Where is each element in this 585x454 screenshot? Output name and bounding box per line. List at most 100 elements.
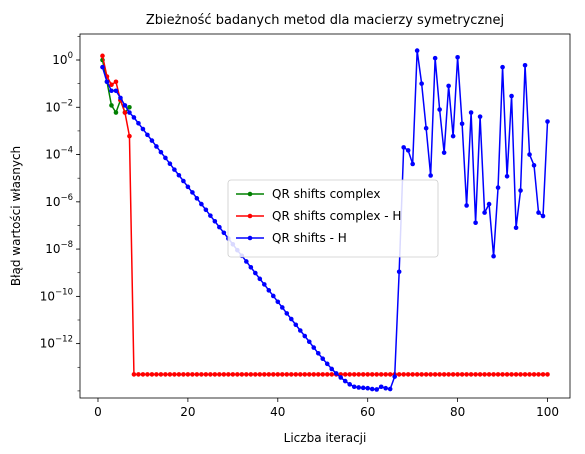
data-point [365,372,371,377]
data-point [432,55,438,61]
x-tick-label: 0 [94,405,102,419]
data-point [387,386,393,392]
data-point [432,372,438,377]
data-point [504,372,510,377]
data-point [253,372,258,377]
data-point [154,144,159,149]
data-point [441,372,447,377]
data-point [185,184,191,190]
series-2 [100,53,550,377]
legend-swatch-marker [247,213,253,219]
y-tick-label: 10−12 [40,335,73,351]
data-point [446,372,451,377]
data-point [284,372,290,377]
legend-entry: QR shifts complex [236,187,380,201]
data-point [369,372,375,377]
data-point [419,81,424,86]
data-point [145,132,150,138]
x-axis-ticks: 0 20 40 60 80 100 [94,398,559,419]
data-point [203,207,209,213]
data-point [208,372,213,377]
data-point [396,372,402,377]
data-point [167,161,173,166]
data-point [410,161,415,167]
data-point [113,110,119,115]
data-point [194,372,200,377]
data-point [522,372,528,377]
data-point [235,372,240,377]
data-point [405,372,411,377]
data-point [284,311,290,316]
data-point [167,372,173,377]
data-point [293,322,299,328]
data-point [158,149,164,155]
data-point [140,126,146,132]
data-point [199,201,204,207]
data-point [230,372,236,377]
legend-label: QR shifts complex - H [272,209,401,223]
data-point [365,385,371,391]
data-point [149,138,155,143]
data-point [392,374,397,379]
data-point [100,53,105,59]
data-point [545,372,550,377]
data-point [127,133,132,139]
data-point [190,372,195,377]
data-point [244,372,249,377]
data-point [374,387,380,392]
data-point [437,107,442,112]
y-tick-base: 10 [45,242,60,256]
data-point [414,48,420,53]
data-point [279,372,285,377]
data-point [477,372,483,377]
data-point [113,79,119,85]
legend-swatch-marker [247,191,253,197]
data-point [203,372,209,377]
data-point [495,185,501,190]
chart-title: Zbieżność badanych metod dla macierzy sy… [146,13,504,28]
data-point [414,372,420,377]
data-point [360,372,366,377]
y-tick-exponent: −12 [55,335,73,345]
data-point [545,119,550,124]
data-point [262,372,267,377]
legend: QR shifts complex QR shifts complex - H QR… [227,179,439,258]
data-point [248,372,254,377]
data-point [383,385,388,391]
data-point [495,372,501,377]
y-tick-label: 10−2 [45,98,73,114]
data-point [347,382,353,387]
data-point [217,224,222,230]
data-point [293,372,299,377]
data-point [279,305,285,310]
data-point [531,372,537,377]
data-point [401,372,406,377]
data-point [145,372,150,377]
data-point [338,375,344,380]
data-point [486,372,492,377]
data-point [518,372,523,377]
data-point [423,372,429,377]
data-point [428,372,433,377]
data-point [401,145,406,150]
data-point [154,372,159,377]
data-point [527,372,532,377]
data-point [477,114,483,119]
legend-entry: QR shifts - H [236,231,347,245]
data-point [311,345,317,350]
data-point [405,148,411,153]
data-point [149,372,155,377]
data-point [122,103,128,108]
data-point [109,103,114,108]
legend-label: QR shifts - H [272,231,347,245]
data-point [333,371,339,376]
data-point [450,133,456,139]
data-point [297,372,303,377]
data-point [486,201,492,207]
y-tick-exponent: −10 [55,287,73,297]
data-point [118,95,123,101]
data-point [109,88,114,94]
data-point [140,372,146,377]
data-point [383,372,388,377]
data-point [131,115,137,120]
